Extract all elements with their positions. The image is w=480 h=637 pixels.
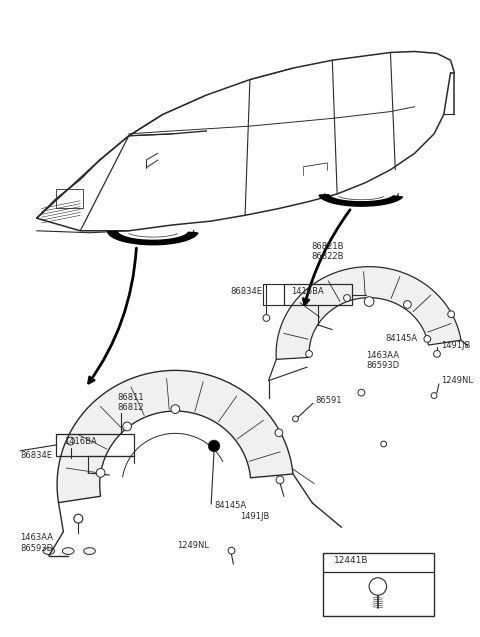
Bar (284, 284, 352, 305)
Text: 86591: 86591 (316, 396, 342, 404)
Bar (56, 189, 83, 208)
Polygon shape (319, 195, 403, 206)
Circle shape (67, 437, 74, 445)
Circle shape (404, 301, 411, 308)
Circle shape (263, 315, 270, 322)
Circle shape (228, 547, 235, 554)
Text: 84145A: 84145A (385, 334, 418, 343)
Circle shape (96, 469, 105, 477)
Text: 1491JB: 1491JB (240, 512, 270, 521)
Circle shape (208, 440, 220, 452)
Circle shape (369, 578, 386, 595)
Text: 86821B: 86821B (311, 243, 344, 252)
Circle shape (74, 514, 83, 523)
Text: 86593D: 86593D (20, 544, 53, 553)
Circle shape (306, 350, 312, 357)
Text: 84145A: 84145A (214, 501, 246, 510)
Circle shape (293, 416, 299, 422)
Bar (323, 552, 434, 615)
Text: 1463AA: 1463AA (366, 351, 399, 360)
Circle shape (433, 350, 440, 357)
Text: 86811: 86811 (117, 392, 144, 402)
Circle shape (209, 441, 219, 451)
Circle shape (431, 392, 437, 399)
Ellipse shape (84, 548, 96, 554)
Circle shape (358, 389, 365, 396)
Circle shape (74, 514, 83, 523)
Text: 1491JB: 1491JB (441, 341, 470, 350)
Circle shape (171, 404, 180, 413)
Text: 86812: 86812 (117, 403, 144, 412)
Ellipse shape (43, 548, 55, 554)
Circle shape (364, 297, 374, 306)
Polygon shape (108, 231, 198, 245)
Circle shape (448, 311, 455, 318)
Circle shape (275, 429, 283, 437)
Text: 86834E: 86834E (230, 287, 263, 296)
Circle shape (344, 295, 350, 301)
Circle shape (276, 476, 284, 483)
Text: 12441B: 12441B (334, 557, 369, 566)
Text: 1463AA: 1463AA (20, 533, 53, 542)
Text: 1249NL: 1249NL (441, 376, 473, 385)
Circle shape (424, 336, 431, 342)
Circle shape (381, 441, 386, 447)
Text: 1416BA: 1416BA (290, 287, 324, 296)
Text: 86593D: 86593D (366, 361, 399, 369)
Circle shape (123, 422, 132, 431)
Polygon shape (276, 267, 461, 359)
Ellipse shape (62, 548, 74, 554)
Text: 86822B: 86822B (311, 252, 344, 261)
Text: 86834E: 86834E (20, 451, 52, 460)
Polygon shape (57, 370, 293, 503)
Text: 1416BA: 1416BA (64, 437, 96, 447)
Bar (56, 434, 133, 455)
Text: 1249NL: 1249NL (177, 541, 209, 550)
